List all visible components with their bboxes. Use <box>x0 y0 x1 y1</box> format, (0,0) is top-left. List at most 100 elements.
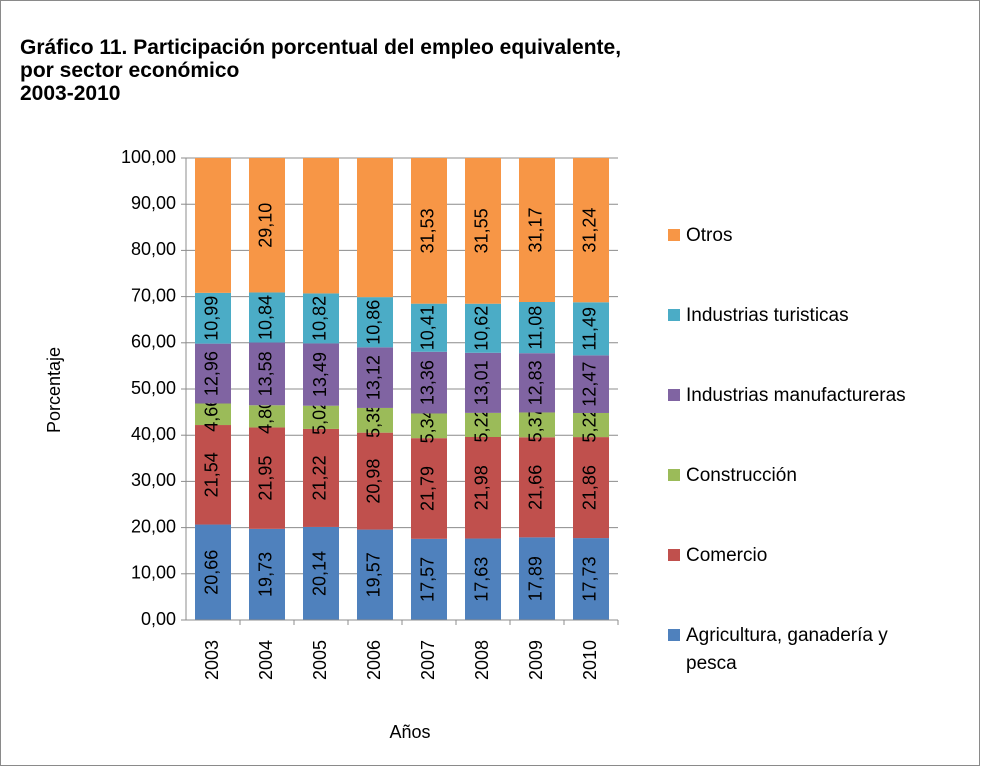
data-label: 17,57 <box>418 557 438 602</box>
legend-item: Construcción <box>668 462 968 490</box>
legend-swatch <box>668 549 680 561</box>
bar-segment <box>357 432 393 530</box>
legend-item: Industrias turisticas <box>668 302 968 330</box>
bar-segment <box>573 157 609 303</box>
data-label: 20,14 <box>310 551 330 596</box>
data-label: 21,95 <box>256 456 276 501</box>
bar-segment <box>411 351 447 414</box>
data-label: 31,53 <box>418 208 438 253</box>
data-label: 10,41 <box>418 305 438 350</box>
bar-segment <box>249 528 285 620</box>
data-label: 19,73 <box>256 552 276 597</box>
bar-segment <box>411 413 447 439</box>
bar-segment <box>519 437 555 538</box>
bar-segment <box>465 538 501 620</box>
data-label: 31,17 <box>526 207 546 252</box>
bar-segment <box>519 537 555 620</box>
data-label: 4,66 <box>202 397 222 432</box>
legend-label: Construcción <box>686 465 797 486</box>
legend-label: Industrias manufactureras <box>686 385 906 406</box>
bar-segment <box>195 425 231 525</box>
data-label: 21,54 <box>202 452 222 497</box>
data-label: 21,22 <box>310 455 330 500</box>
x-tick-label: 2003 <box>202 640 222 680</box>
legend-swatch <box>668 629 680 641</box>
bar-segment <box>249 292 285 343</box>
data-label: 21,79 <box>418 466 438 511</box>
bar-segment <box>465 157 501 304</box>
data-label: 17,63 <box>472 557 492 602</box>
legend-label: Agricultura, ganadería y pesca <box>686 625 888 674</box>
x-axis-title: Años <box>389 722 430 742</box>
bar-segment <box>519 302 555 354</box>
x-tick-label: 2004 <box>256 640 276 680</box>
data-label: 13,58 <box>256 351 276 396</box>
bar-segment <box>303 293 339 344</box>
y-tick-label: 30,00 <box>131 470 176 490</box>
bar-segment <box>357 529 393 620</box>
bar-segment <box>411 438 447 539</box>
x-tick-label: 2006 <box>364 640 384 680</box>
data-label: 13,01 <box>472 360 492 405</box>
x-tick-label: 2008 <box>472 640 492 680</box>
legend-item: Otros <box>668 222 968 250</box>
data-label: 5,22 <box>472 407 492 442</box>
bar-segment <box>465 303 501 353</box>
bar-segment <box>195 524 231 620</box>
y-tick-label: 80,00 <box>131 239 176 259</box>
data-label: 13,36 <box>418 360 438 405</box>
bar-segment <box>465 437 501 539</box>
bar-segment <box>195 292 231 344</box>
y-tick-label: 40,00 <box>131 424 176 444</box>
x-tick-label: 2010 <box>580 640 600 680</box>
bar-segment <box>303 526 339 620</box>
data-label: 13,49 <box>310 352 330 397</box>
data-label: 10,62 <box>472 306 492 351</box>
bar-segment <box>249 405 285 428</box>
bar-segment <box>357 407 393 433</box>
bar-segment <box>357 297 393 348</box>
legend-label: Comercio <box>686 545 768 566</box>
data-label: 29,10 <box>256 203 276 248</box>
bar-segment <box>195 403 231 426</box>
data-label: 13,12 <box>364 355 384 400</box>
bar-segment <box>519 353 555 413</box>
y-tick-label: 100,00 <box>121 147 176 167</box>
bar-segment <box>195 343 231 404</box>
data-label: 4,80 <box>256 399 276 434</box>
data-label: 10,99 <box>202 296 222 341</box>
bar-segment <box>411 538 447 620</box>
data-label: 5,02 <box>310 400 330 435</box>
data-label: 5,34 <box>418 408 438 443</box>
bar-segment <box>249 158 285 293</box>
x-tick-label: 2009 <box>526 640 546 680</box>
bar-segment <box>573 412 609 438</box>
data-label: 31,55 <box>472 208 492 253</box>
data-label: 5,35 <box>364 403 384 438</box>
data-label: 17,89 <box>526 556 546 601</box>
data-label: 10,82 <box>310 296 330 341</box>
legend-swatch <box>668 469 680 481</box>
bar-segment <box>303 428 339 527</box>
legend-swatch <box>668 389 680 401</box>
y-axis-title: Porcentaje <box>44 347 64 433</box>
data-label: 31,24 <box>580 208 600 253</box>
bar-segment <box>249 427 285 529</box>
data-label: 5,22 <box>580 408 600 443</box>
data-label: 21,86 <box>580 465 600 510</box>
data-label: 12,83 <box>526 360 546 405</box>
data-label: 17,73 <box>580 557 600 602</box>
bar-segment <box>573 538 609 620</box>
data-label: 12,47 <box>580 362 600 407</box>
bar-segment <box>303 343 339 406</box>
y-tick-label: 70,00 <box>131 285 176 305</box>
y-tick-label: 0,00 <box>141 609 176 629</box>
legend-item: Comercio <box>668 542 968 570</box>
data-label: 10,86 <box>364 300 384 345</box>
bar-segment <box>465 352 501 413</box>
x-tick-label: 2005 <box>310 640 330 680</box>
data-label: 5,37 <box>526 407 546 442</box>
bar-segment <box>519 412 555 438</box>
